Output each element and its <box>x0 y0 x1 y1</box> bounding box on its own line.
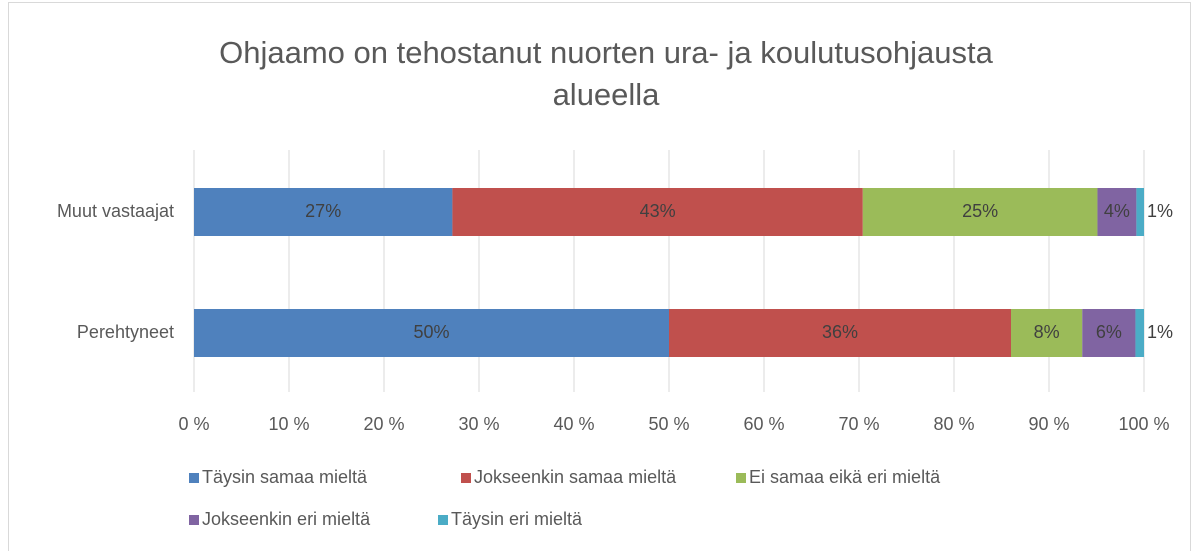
x-tick-label: 30 % <box>458 414 499 434</box>
x-tick-label: 20 % <box>363 414 404 434</box>
bar-segment <box>1082 309 1136 357</box>
legend-swatch <box>461 473 471 483</box>
chart-title: Ohjaamo on tehostanut nuorten ura- ja ko… <box>219 35 994 112</box>
data-label: 43% <box>640 201 676 221</box>
data-label: 36% <box>822 322 858 342</box>
data-label: 4% <box>1104 201 1130 221</box>
data-label: 25% <box>962 201 998 221</box>
x-tick-label: 70 % <box>838 414 879 434</box>
legend-label: Täysin eri mieltä <box>451 509 583 529</box>
bar-segment <box>1136 188 1144 236</box>
x-tick-label: 90 % <box>1028 414 1069 434</box>
data-label: 27% <box>305 201 341 221</box>
data-label: 1% <box>1147 201 1173 221</box>
x-tick-label: 50 % <box>648 414 689 434</box>
data-label: 50% <box>413 322 449 342</box>
x-tick-label: 100 % <box>1118 414 1169 434</box>
y-tick-label: Muut vastaajat <box>57 201 174 221</box>
legend-label: Täysin samaa mieltä <box>202 467 368 487</box>
bar-segment <box>1135 309 1144 357</box>
x-tick-label: 0 % <box>178 414 209 434</box>
legend-label: Ei samaa eikä eri mieltä <box>749 467 941 487</box>
legend-swatch <box>736 473 746 483</box>
x-tick-label: 10 % <box>268 414 309 434</box>
bar-segment <box>1097 188 1137 236</box>
legend-label: Jokseenkin samaa mieltä <box>474 467 677 487</box>
data-label: 6% <box>1096 322 1122 342</box>
legend-swatch <box>189 473 199 483</box>
bar-segment <box>194 309 669 357</box>
bar-segment <box>452 188 863 236</box>
data-label: 1% <box>1147 322 1173 342</box>
y-tick-label: Perehtyneet <box>77 322 174 342</box>
x-tick-label: 40 % <box>553 414 594 434</box>
chart-border <box>8 2 1191 551</box>
bar-segment <box>862 188 1098 236</box>
data-label: 8% <box>1034 322 1060 342</box>
legend-swatch <box>189 515 199 525</box>
bar-segment <box>1011 309 1083 357</box>
legend-swatch <box>438 515 448 525</box>
x-tick-label: 80 % <box>933 414 974 434</box>
bar-segment <box>669 309 1011 357</box>
x-tick-label: 60 % <box>743 414 784 434</box>
legend-label: Jokseenkin eri mieltä <box>202 509 371 529</box>
bar-segment <box>194 188 453 236</box>
